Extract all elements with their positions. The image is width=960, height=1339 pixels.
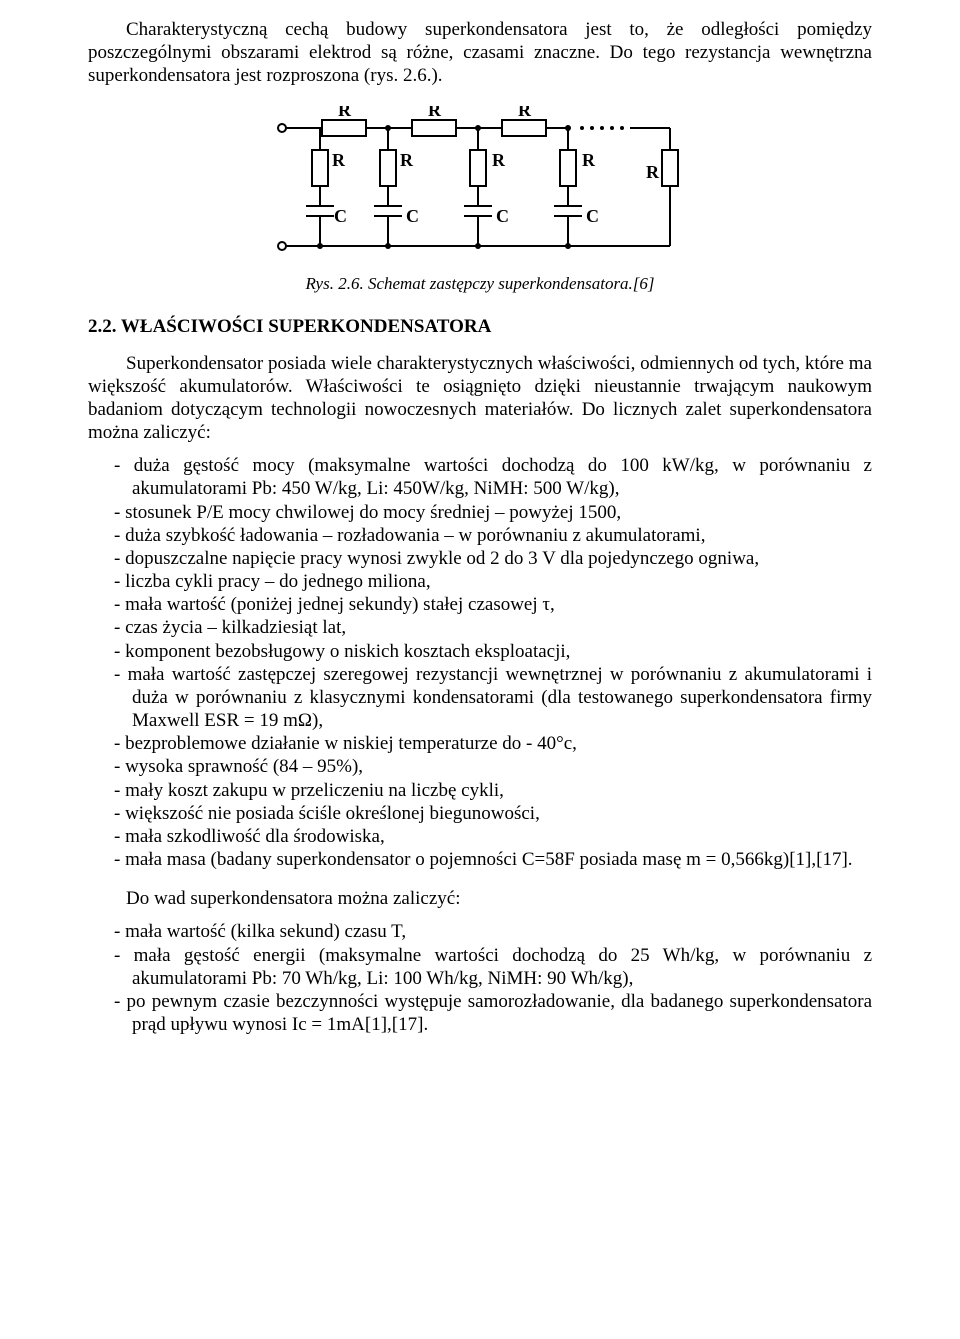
label-R-v5: R (646, 162, 660, 182)
label-R-v3: R (492, 150, 506, 170)
figure-equivalent-circuit: R R R R R R R R C C C C (88, 106, 872, 266)
label-C4: C (586, 206, 599, 226)
list-item: liczba cykli pracy – do jednego miliona, (88, 570, 872, 593)
list-item: czas życia – kilkadziesiąt lat, (88, 616, 872, 639)
page: Charakterystyczną cechą budowy superkond… (0, 0, 960, 1339)
list-item: mała masa (badany superkondensator o poj… (88, 848, 872, 871)
intro-paragraph: Charakterystyczną cechą budowy superkond… (88, 18, 872, 88)
list-item: komponent bezobsługowy o niskich kosztac… (88, 640, 872, 663)
list-item: mała wartość (kilka sekund) czasu T, (88, 920, 872, 943)
label-C3: C (496, 206, 509, 226)
label-C2: C (406, 206, 419, 226)
body-paragraph: Superkondensator posiada wiele charakter… (88, 352, 872, 445)
advantages-list: duża gęstość mocy (maksymalne wartości d… (88, 454, 872, 871)
list-item: mała wartość zastępczej szeregowej rezys… (88, 663, 872, 733)
list-item: wysoka sprawność (84 – 95%), (88, 755, 872, 778)
disadvantages-list: mała wartość (kilka sekund) czasu T,mała… (88, 920, 872, 1036)
section-heading: 2.2. WŁAŚCIWOŚCI SUPERKONDENSATORA (88, 316, 872, 338)
list-item: mała wartość (poniżej jednej sekundy) st… (88, 593, 872, 616)
label-R-v4: R (582, 150, 596, 170)
label-R-top2: R (428, 106, 442, 120)
label-R-top1: R (338, 106, 352, 120)
list-item: dopuszczalne napięcie pracy wynosi zwykl… (88, 547, 872, 570)
list-item: stosunek P/E mocy chwilowej do mocy śred… (88, 501, 872, 524)
list-item: mały koszt zakupu w przeliczeniu na licz… (88, 779, 872, 802)
list-item: bezproblemowe działanie w niskiej temper… (88, 732, 872, 755)
label-R-v1: R (332, 150, 346, 170)
list-item: duża gęstość mocy (maksymalne wartości d… (88, 454, 872, 500)
label-R-top3: R (518, 106, 532, 120)
disadvantages-intro: Do wad superkondensatora można zaliczyć: (88, 887, 872, 910)
label-R-v2: R (400, 150, 414, 170)
list-item: po pewnym czasie bezczynności występuje … (88, 990, 872, 1036)
label-C1: C (334, 206, 347, 226)
list-item: mała szkodliwość dla środowiska, (88, 825, 872, 848)
list-item: mała gęstość energii (maksymalne wartośc… (88, 944, 872, 990)
list-item: duża szybkość ładowania – rozładowania –… (88, 524, 872, 547)
figure-caption: Rys. 2.6. Schemat zastępczy superkondens… (88, 274, 872, 294)
list-item: większość nie posiada ściśle określonej … (88, 802, 872, 825)
